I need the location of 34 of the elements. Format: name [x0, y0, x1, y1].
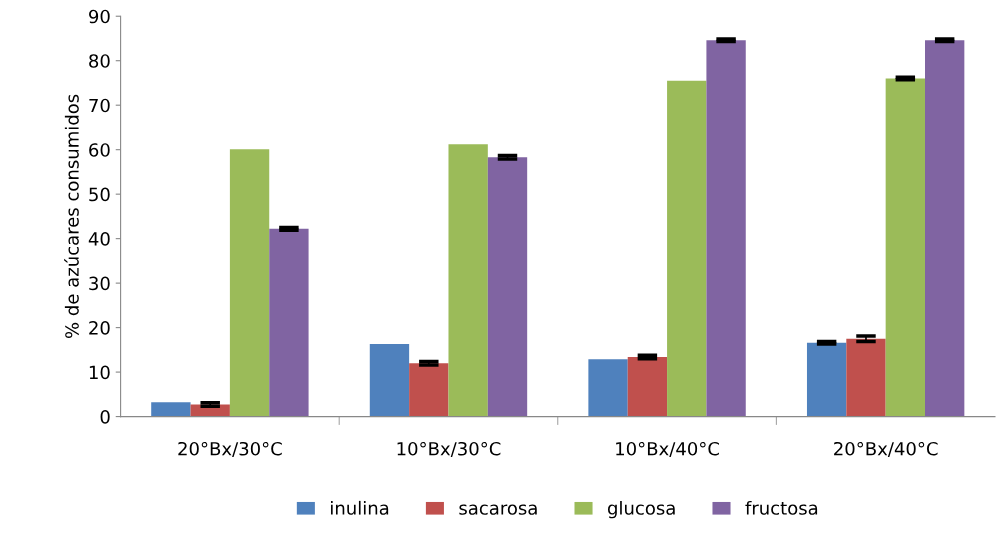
x-tick-label: 10°Bx/40°C	[616, 441, 719, 457]
bar	[627, 356, 668, 417]
legend-label: inulina	[331, 500, 389, 515]
y-tick-label: 50	[89, 187, 110, 202]
bar	[588, 359, 628, 417]
y-tick-label: 90	[89, 9, 110, 24]
bar	[885, 78, 925, 417]
bar	[806, 342, 847, 417]
legend-label: glucosa	[607, 500, 675, 519]
bar	[409, 363, 449, 417]
y-tick-label: 80	[89, 54, 110, 68]
bar	[229, 149, 270, 417]
bar	[151, 402, 191, 417]
y-tick-label: 70	[89, 98, 110, 113]
y-tick-label: 40	[88, 232, 110, 246]
bar	[925, 40, 965, 417]
y-tick-label: 0	[100, 410, 110, 424]
bar	[269, 228, 309, 417]
bar	[369, 344, 410, 417]
y-tick-label: 30	[89, 276, 110, 291]
bar	[846, 338, 886, 417]
y-tick-label: 60	[89, 143, 110, 157]
y-tick-label: 10	[89, 365, 110, 380]
x-tick-label: 10°Bx/30°C	[397, 441, 501, 457]
y-axis-title: % de azúcares consumidos	[64, 94, 79, 339]
bar	[487, 157, 528, 417]
bar	[706, 40, 746, 417]
legend-label: fructosa	[745, 500, 818, 515]
bar	[448, 144, 488, 417]
y-tick-label: 20	[89, 321, 110, 335]
bar	[667, 80, 707, 417]
x-tick-label: 20°Bx/40°C	[834, 441, 938, 457]
x-tick-label: 20°Bx/30°C	[178, 441, 282, 457]
legend-label: sacarosa	[459, 504, 537, 515]
